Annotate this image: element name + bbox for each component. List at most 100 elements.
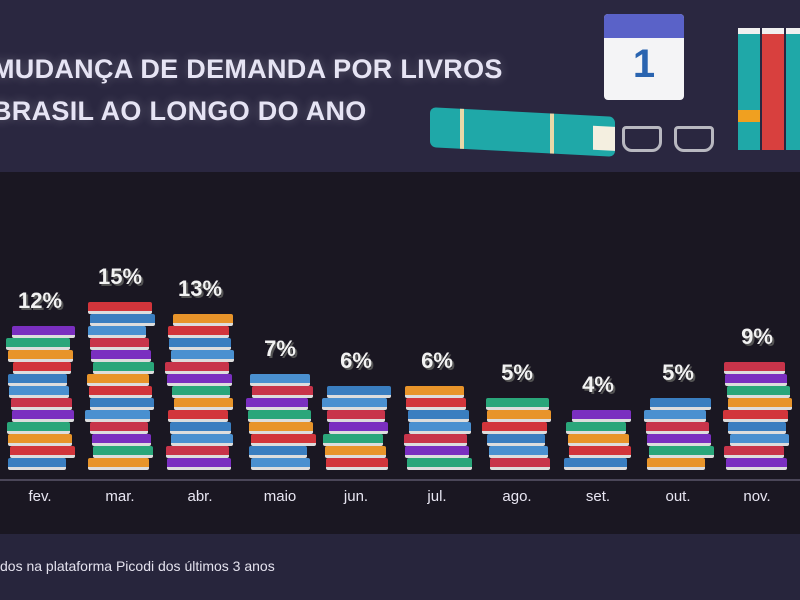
bar-book [249,422,313,434]
bar-book [91,434,151,446]
bar-book [88,326,146,338]
data-label: 5% [501,360,533,385]
bar-book [250,374,310,386]
bar-book [326,458,388,470]
bar-book [165,362,229,374]
bar-book [246,398,308,410]
x-tick-label: maio [263,488,297,505]
bar-book [173,398,233,410]
bar-book [173,314,233,326]
data-label: 6% [340,348,372,373]
bar-book [11,326,75,338]
bar-book [490,458,550,470]
bar-book [9,446,75,458]
title-line-1: MUDANÇA DE DEMANDA POR LIVROS [0,54,503,84]
bar-book [487,434,545,446]
x-tick-label: jul. [427,488,447,505]
bar-book [13,362,71,374]
page-title: MUDANÇA DE DEMANDA POR LIVROS BRASIL AO … [0,48,503,132]
x-tick-label: jun. [343,488,369,505]
bar-book [723,362,785,374]
bar-book [171,434,233,446]
calendar-icon: 1 [604,14,684,100]
bar-book [90,398,154,410]
bar-book [571,410,631,422]
bar-book [724,446,784,458]
bar-book [89,338,149,350]
x-tick-label: mar. [105,488,135,505]
calendar-day: 1 [632,42,656,86]
bar-book [168,410,228,422]
bar-book [725,458,787,470]
bar-book [649,398,711,410]
bar-book [9,386,69,398]
bar-book [167,458,231,470]
bar-book [324,446,386,458]
data-label: 7% [264,336,296,361]
header: MUDANÇA DE DEMANDA POR LIVROS BRASIL AO … [0,0,800,172]
bar-book [8,434,72,446]
bar-book [170,350,234,362]
bar-book [249,446,307,458]
data-label: 15% [97,264,143,289]
bar-book [728,422,786,434]
footer: dos na plataforma Picodi dos últimos 3 a… [0,534,800,600]
x-tick-label: out. [665,488,691,505]
x-tick-label: set. [585,488,611,505]
bar-book [169,422,231,434]
bar-book [7,350,73,362]
bar-book [567,434,629,446]
bar-book [250,434,316,446]
bar-book [569,446,631,458]
bar-book [88,302,152,314]
bar-book [321,398,387,410]
bar-book [726,386,790,398]
title-line-2: BRASIL AO LONGO DO ANO [0,96,367,126]
bar-book [165,446,229,458]
bar-book [84,410,150,422]
data-label: 9% [741,324,773,349]
bar-book [90,422,148,434]
bar-book [405,446,469,458]
bar-book [728,398,792,410]
bar-book [6,338,70,350]
bar-book [725,374,787,386]
bar-book [327,410,385,422]
bar-book [87,458,149,470]
bar-book [644,410,706,422]
x-tick-label: abr. [187,488,213,505]
bar-book [251,386,313,398]
bar-book [722,410,788,422]
bar-book [328,422,388,434]
bar-book [91,350,151,362]
x-tick-label: fev. [28,488,52,505]
data-label: 13% [177,276,223,301]
bar-book [166,374,232,386]
book-illustration [430,107,615,157]
bar-book [8,458,66,470]
bar-book [404,386,464,398]
chart-area: 12% fev. 15% mar. 13% abr. 7% maio 6% jun. 6% jul. 5… [0,172,800,534]
data-label: 6% [421,348,453,373]
bar-book [406,458,472,470]
bar-book [172,386,230,398]
bar-book [6,422,70,434]
bar-book [169,338,231,350]
bar-book [648,446,714,458]
bar-book [323,434,383,446]
bar-book [729,434,789,446]
bar-book [327,386,391,398]
data-label: 5% [662,360,694,385]
bar-book [488,446,548,458]
bar-book [481,422,547,434]
standing-books-illustration [720,20,800,150]
bar-book [7,374,67,386]
bar-book [409,422,471,434]
data-label: 4% [582,372,614,397]
data-label: 12% [17,288,63,313]
bar-book [647,434,711,446]
bar-book [92,362,154,374]
source-note: dos na plataforma Picodi dos últimos 3 a… [0,558,275,574]
bar-book [403,434,467,446]
x-tick-label: nov. [743,488,771,505]
